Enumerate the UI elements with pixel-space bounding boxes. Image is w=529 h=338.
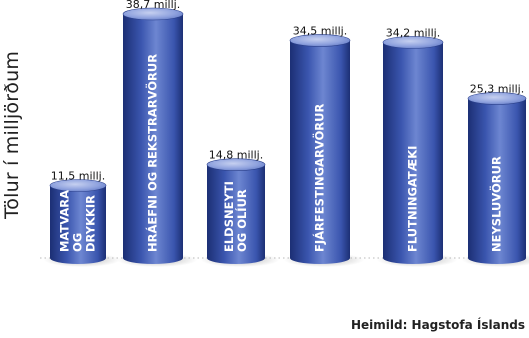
bar xyxy=(289,34,351,264)
value-label: 34,5 millj. xyxy=(293,24,347,37)
bar-top xyxy=(289,34,351,47)
category-label: OG OLÍUR xyxy=(234,189,249,252)
bar xyxy=(122,7,184,264)
bar-body xyxy=(468,98,526,265)
bar-body xyxy=(383,42,443,264)
value-label: 14,8 millj. xyxy=(209,149,263,162)
category-label: OG xyxy=(71,233,85,252)
category-label: ELDSNEYTI xyxy=(222,181,236,252)
category-label: NEYSLUVÖRUR xyxy=(489,156,504,252)
bar xyxy=(382,36,444,264)
bar-body xyxy=(50,185,106,264)
bar xyxy=(206,158,266,264)
bar xyxy=(467,92,527,265)
category-label: MATVARA xyxy=(58,190,72,252)
bar-top xyxy=(49,179,107,192)
source-note: Heimild: Hagstofa Íslands xyxy=(350,318,525,332)
bar-top xyxy=(122,7,184,21)
bar-body xyxy=(207,164,265,264)
category-label: FLUTNINGATÆKI xyxy=(406,146,420,252)
category-label: FJÁRFESTINGARVÖRUR xyxy=(312,104,327,252)
bar-body xyxy=(123,14,183,264)
bar xyxy=(49,179,107,264)
bar-top xyxy=(382,36,444,49)
value-label: 25,3 millj. xyxy=(470,82,524,95)
category-label: DRYKKIR xyxy=(84,195,98,252)
value-label: 34,2 millj. xyxy=(386,26,440,39)
bar-body xyxy=(290,40,350,264)
bar-top xyxy=(467,92,527,105)
value-label: 11,5 millj. xyxy=(51,169,105,182)
bar-top xyxy=(206,158,266,171)
value-label: 38,7 millj. xyxy=(126,0,180,11)
category-label: HRÁEFNI OG REKSTRARVÖRUR xyxy=(145,54,160,252)
